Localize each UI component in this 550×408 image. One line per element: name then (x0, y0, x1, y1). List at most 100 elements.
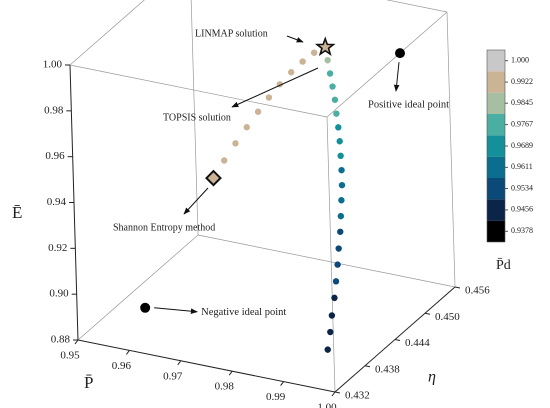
data-point (338, 166, 345, 174)
data-point (326, 70, 334, 77)
box-edge (77, 339, 336, 393)
shannon-marker (205, 169, 222, 187)
y-tick-label: 0.432 (345, 390, 370, 402)
box-edge (326, 11, 448, 118)
data-point (337, 212, 345, 220)
colorbar-tick-label: 0.9611 (511, 162, 533, 171)
colorbar-band (487, 114, 505, 136)
data-point (328, 312, 336, 319)
box-edge (197, 234, 456, 288)
box-edge (77, 234, 199, 341)
data-point (324, 57, 331, 64)
data-point (333, 110, 340, 117)
colorbar-tick-label: 0.9456 (511, 205, 533, 214)
colorbar-band (487, 199, 505, 221)
box-edge (385, 0, 448, 13)
y-axis-label: η (428, 369, 436, 386)
data-point (324, 346, 331, 353)
box-edge (69, 0, 145, 66)
y-tick (454, 286, 461, 289)
y-tick (334, 391, 341, 394)
x-tick-label: 0.95 (60, 350, 80, 362)
annotation: LINMAP solution (195, 28, 268, 39)
ideal-label: Negative ideal point (201, 307, 286, 318)
y-tick (364, 365, 371, 368)
x-tick-label: 1.00 (317, 402, 337, 408)
x-tick-label: 0.99 (266, 391, 286, 403)
data-point (338, 197, 345, 204)
x-tick (177, 360, 182, 366)
x-tick (228, 370, 233, 376)
x-tick-label: 0.98 (215, 381, 235, 393)
z-tick-label: 0.90 (49, 288, 69, 300)
colorbar-tick-label: 0.9378 (511, 226, 533, 235)
x-tick-label: 0.96 (112, 360, 132, 372)
annotation-arrow (286, 35, 304, 43)
colorbar-tick-label: 1.000 (511, 56, 529, 65)
colorbar-label: P̄d (496, 258, 511, 274)
data-point (334, 261, 341, 268)
y-tick-label: 0.456 (465, 285, 490, 297)
data-point (221, 157, 228, 164)
colorbar-band (487, 92, 505, 114)
z-tick-label: 0.98 (44, 104, 64, 116)
z-tick-label: 0.96 (45, 150, 65, 162)
x-tick-label: 0.97 (163, 370, 183, 382)
colorbar-band (487, 50, 505, 72)
data-point (299, 58, 306, 65)
data-point (310, 49, 318, 56)
box-edge (326, 116, 336, 393)
data-point (327, 328, 334, 336)
y-tick-label: 0.450 (435, 311, 460, 323)
data-point (332, 278, 340, 285)
z-tick-label: 0.94 (47, 196, 67, 208)
box-edge (190, 0, 199, 236)
data-point (337, 152, 344, 160)
colorbar-band (487, 220, 505, 242)
ideal-point (140, 302, 151, 313)
data-point (254, 108, 262, 115)
z-axis-label: Ē (12, 203, 22, 222)
y-tick (424, 312, 431, 315)
annotation-arrow (183, 187, 209, 215)
colorbar-tick-label: 0.9845 (511, 98, 533, 107)
x-axis-label: P̄ (84, 373, 93, 392)
x-tick (74, 339, 79, 345)
colorbar-tick-label: 0.9689 (511, 141, 533, 150)
linmap-marker (314, 36, 336, 57)
y-tick-label: 0.444 (405, 337, 430, 349)
y-tick (394, 339, 401, 341)
data-point (337, 228, 344, 235)
x-tick (126, 350, 130, 355)
data-point (265, 94, 273, 101)
box-edge (69, 64, 328, 118)
ideal-label: Positive ideal point (368, 100, 449, 111)
colorbar-band (487, 135, 505, 157)
colorbar-tick-label: 0.9922 (511, 77, 533, 86)
z-tick-label: 0.92 (48, 242, 67, 254)
colorbar-band (487, 178, 505, 200)
data-point (336, 138, 343, 145)
x-tick (331, 391, 336, 397)
data-point (331, 96, 339, 103)
colorbar-band (487, 71, 505, 93)
data-point (243, 124, 250, 131)
z-tick-label: 0.88 (51, 334, 71, 346)
data-point (335, 124, 342, 131)
data-point (232, 140, 239, 147)
data-point (335, 245, 342, 252)
y-tick-label: 0.438 (375, 363, 400, 375)
colorbar-tick-label: 0.9534 (511, 183, 533, 192)
colorbar-band (487, 156, 505, 178)
annotation: Shannon Entropy method (113, 222, 215, 233)
z-tick-label: 1.00 (43, 59, 63, 71)
annotation: TOPSIS solution (163, 112, 231, 123)
data-point (331, 294, 338, 302)
colorbar: 0.9378 0.9456 0.9534 0.9611 0.9689 0.9767 0.98… (486, 49, 533, 243)
annotation-arrow (231, 67, 319, 108)
colorbar-tick-label: 0.9767 (511, 119, 533, 128)
x-tick (280, 381, 285, 386)
box-edge (446, 11, 456, 288)
data-point (287, 69, 295, 76)
